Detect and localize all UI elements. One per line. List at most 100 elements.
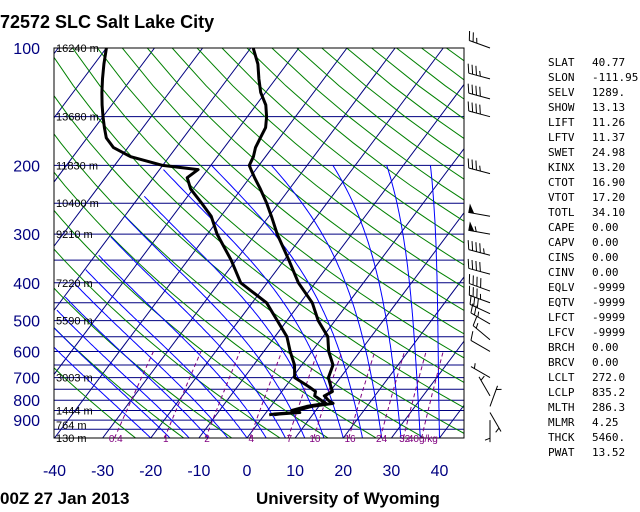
index-value: 16.90 bbox=[592, 176, 626, 189]
index-name: VTOT bbox=[548, 191, 575, 204]
moist-adiabat-line bbox=[211, 165, 363, 438]
pressure-tick-label: 600 bbox=[13, 344, 40, 361]
height-label: 3003 m bbox=[56, 373, 93, 385]
moist-adiabat-line bbox=[332, 165, 402, 438]
station-title: 72572 SLC Salt Lake City bbox=[0, 12, 215, 32]
mixing-ratio-line bbox=[402, 351, 427, 438]
mixing-ratio-line bbox=[287, 351, 319, 438]
index-value: 835.2 bbox=[592, 386, 626, 399]
data-source: University of Wyoming bbox=[256, 489, 440, 508]
index-value: 5460. bbox=[592, 431, 626, 444]
index-value: 0.00 bbox=[592, 236, 619, 249]
mixing-ratio-label: 16 bbox=[344, 434, 356, 445]
height-label: 16240 m bbox=[56, 43, 99, 55]
index-row: SLON -111.95 bbox=[548, 70, 638, 85]
index-name: SLAT bbox=[548, 56, 575, 69]
height-label: 130 m bbox=[56, 433, 87, 445]
isotherm-line bbox=[198, 83, 464, 438]
moist-adiabat-line bbox=[143, 195, 325, 438]
pressure-tick-label: 400 bbox=[13, 276, 40, 293]
mixing-ratio-label: 1 bbox=[163, 434, 169, 445]
index-name: PWAT bbox=[548, 446, 575, 459]
dry-adiabat-line bbox=[121, 48, 464, 335]
stability-indices-table: SLAT 40.77 SLON -111.95 SELV 1289. SHOW 13.13 LI… bbox=[548, 55, 638, 460]
index-value: 4.25 bbox=[592, 416, 619, 429]
wind-barb bbox=[470, 303, 491, 325]
index-name: SWET bbox=[548, 146, 575, 159]
index-name: SLON bbox=[548, 71, 575, 84]
index-value: 13.20 bbox=[592, 161, 626, 174]
index-name: CAPE bbox=[548, 221, 575, 234]
index-row: MLTH 286.3 bbox=[548, 400, 636, 415]
dry-adiabat-line bbox=[54, 367, 136, 438]
index-name: BRCV bbox=[548, 356, 575, 369]
pressure-tick-label: 300 bbox=[13, 227, 40, 244]
mixing-ratio-line bbox=[379, 351, 405, 438]
wind-barb bbox=[467, 258, 491, 275]
index-name: BRCH bbox=[548, 341, 575, 354]
wind-barb bbox=[468, 203, 491, 217]
index-row: EQLV -9999 bbox=[548, 280, 636, 295]
temperature-tick-label: 20 bbox=[334, 463, 352, 480]
pressure-tick-label: 800 bbox=[13, 393, 40, 410]
mixing-ratio-label: 7 bbox=[287, 434, 293, 445]
wind-barb bbox=[467, 240, 491, 256]
height-label: 5590 m bbox=[56, 316, 93, 328]
height-label: 11830 m bbox=[56, 160, 98, 172]
temperature-tick-label: 30 bbox=[382, 463, 400, 480]
index-row: CAPE 0.00 bbox=[548, 220, 636, 235]
index-name: EQLV bbox=[548, 281, 575, 294]
index-name: LFCV bbox=[548, 326, 575, 339]
pressure-tick-label: 900 bbox=[13, 413, 40, 430]
mixing-ratio-line bbox=[348, 351, 376, 438]
index-value: 40.77 bbox=[592, 56, 626, 69]
dry-adiabat-line bbox=[72, 48, 464, 383]
temperature-tick-label: 10 bbox=[286, 463, 304, 480]
isotherm-line bbox=[294, 212, 464, 438]
index-value: -9999 bbox=[592, 311, 626, 324]
index-row: THCK 5460. bbox=[548, 430, 636, 445]
index-value: 0.00 bbox=[592, 356, 619, 369]
moist-adiabat-line bbox=[56, 309, 190, 438]
wind-barb bbox=[468, 221, 491, 235]
moist-adiabat-line bbox=[54, 326, 171, 438]
moist-adiabat-line bbox=[54, 346, 152, 438]
dry-adiabat-line bbox=[54, 248, 281, 438]
wind-barb bbox=[467, 63, 491, 80]
index-row: SWET 24.98 bbox=[548, 145, 636, 160]
wind-barb bbox=[470, 331, 491, 352]
height-label: 9210 m bbox=[56, 229, 93, 241]
pressure-tick-label: 100 bbox=[13, 41, 40, 58]
index-row: BRCV 0.00 bbox=[548, 355, 636, 370]
index-row: PWAT 13.52 bbox=[548, 445, 636, 460]
index-name: LFCT bbox=[548, 311, 575, 324]
index-name: LIFT bbox=[548, 116, 575, 129]
isotherm-line bbox=[54, 48, 348, 438]
wind-barb bbox=[489, 385, 502, 407]
moist-adiabat-line bbox=[85, 269, 248, 438]
mixing-ratio-label: 10 bbox=[309, 434, 321, 445]
mixing-ratio-label: 4 bbox=[248, 434, 254, 445]
index-value: 11.37 bbox=[592, 131, 626, 144]
index-value: 0.00 bbox=[592, 266, 619, 279]
height-label: 764 m bbox=[56, 420, 87, 432]
index-value: 0.00 bbox=[592, 251, 619, 264]
index-row: SHOW 13.13 bbox=[548, 100, 636, 115]
isotherm-line bbox=[54, 48, 155, 183]
index-row: LCLP 835.2 bbox=[548, 385, 636, 400]
wind-barbs bbox=[467, 30, 502, 443]
wind-barb bbox=[484, 420, 491, 443]
index-name: KINX bbox=[548, 161, 575, 174]
isotherm-line bbox=[150, 48, 444, 438]
temperature-tick-label: 0 bbox=[243, 463, 252, 480]
wind-barb bbox=[467, 83, 491, 100]
index-row: SLAT 40.77 bbox=[548, 55, 636, 70]
index-row: LIFT 11.26 bbox=[548, 115, 636, 130]
index-value: 34.10 bbox=[592, 206, 626, 219]
wind-barb bbox=[468, 274, 491, 292]
index-row: MLMR 4.25 bbox=[548, 415, 636, 430]
moist-adiabat-line bbox=[75, 284, 229, 438]
index-name: MLMR bbox=[548, 416, 575, 429]
isotherm-line bbox=[54, 48, 252, 312]
